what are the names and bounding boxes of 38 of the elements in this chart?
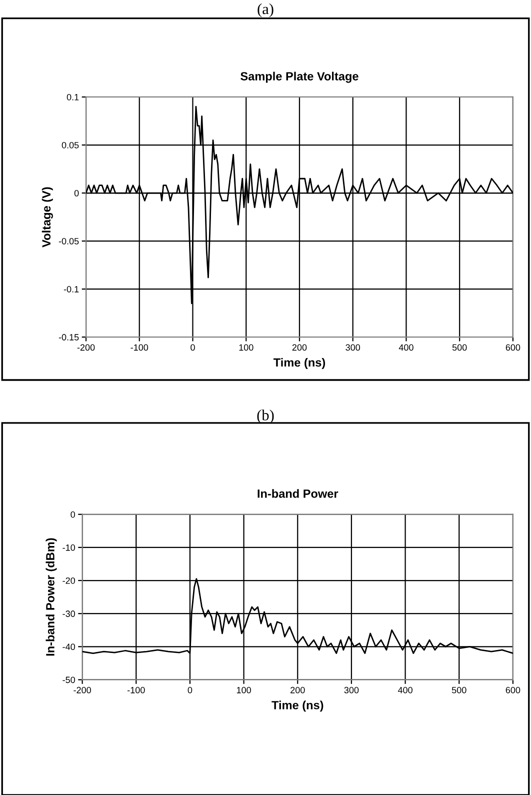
x-tick-label: 600	[506, 344, 520, 351]
y-tick-label: 0.1	[66, 94, 79, 100]
x-tick-label: -100	[130, 344, 148, 351]
x-tick-label: 300	[344, 686, 359, 694]
x-tick-label: 400	[398, 686, 412, 694]
y-tick-label: -0.05	[58, 238, 79, 244]
y-tick-label: 0	[74, 190, 79, 196]
y-tick-label: 0.05	[62, 142, 79, 148]
y-tick-label: -50	[62, 676, 76, 684]
y-axis-title: Voltage (V)	[42, 187, 53, 248]
x-tick-label: -100	[128, 686, 145, 694]
y-tick-label: 0	[70, 511, 76, 518]
x-tick-label: -200	[77, 344, 95, 351]
x-tick-label: 300	[346, 344, 360, 351]
y-axis-title: In-band Power (dBm)	[46, 538, 57, 656]
y-tick-label: -0.1	[64, 286, 79, 292]
x-tick-label: 200	[292, 344, 307, 351]
chart-title: In-band Power	[258, 489, 338, 498]
y-tick-label: -20	[62, 577, 76, 584]
x-tick-label: 100	[239, 344, 254, 351]
x-axis-title: Time (ns)	[273, 358, 326, 369]
x-tick-label: -200	[74, 686, 91, 694]
text: (b)	[257, 410, 274, 424]
chart-title: Sample Plate Voltage	[240, 72, 358, 83]
x-tick-label: 600	[506, 686, 520, 694]
text: (a)	[258, 3, 274, 18]
x-tick-label: 0	[190, 344, 195, 351]
y-tick-label: -10	[62, 544, 76, 551]
x-tick-label: 500	[452, 344, 467, 351]
x-tick-label: 0	[188, 686, 192, 694]
y-tick-label: -0.15	[58, 334, 79, 340]
x-tick-label: 400	[398, 344, 414, 351]
x-axis-title: Time (ns)	[272, 700, 324, 712]
y-tick-label: -30	[62, 610, 76, 617]
x-tick-label: 200	[290, 686, 305, 694]
x-tick-label: 100	[236, 686, 251, 694]
x-tick-label: 500	[452, 686, 466, 694]
y-tick-label: -40	[62, 644, 76, 650]
